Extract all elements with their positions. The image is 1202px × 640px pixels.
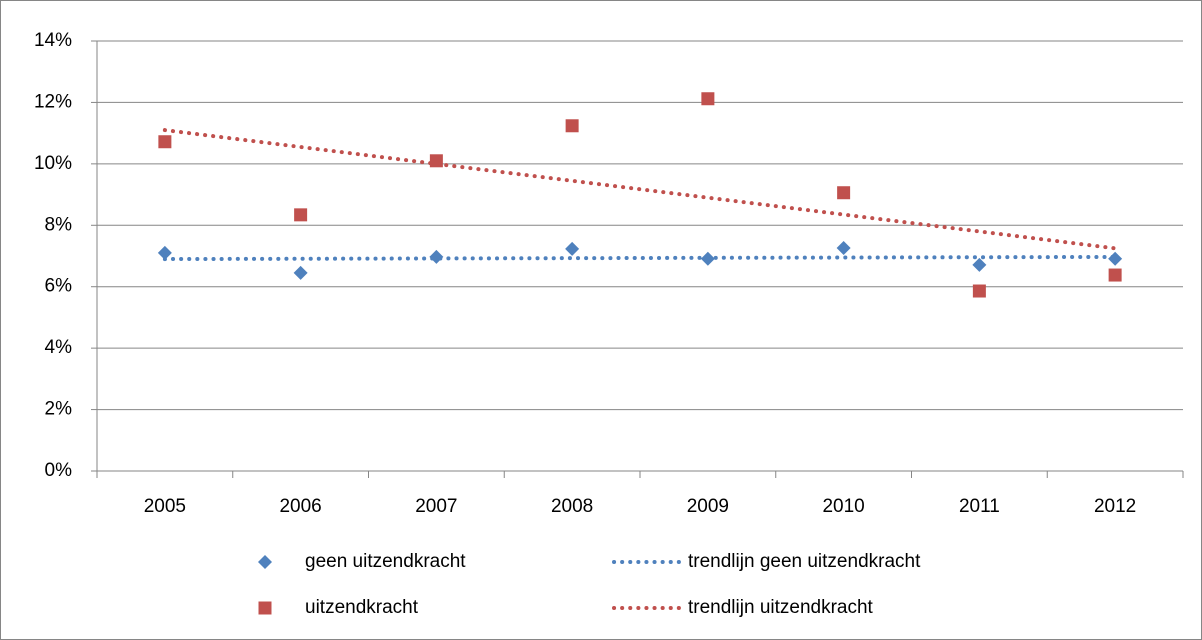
x-tick-label: 2007	[415, 496, 457, 517]
diamond-marker	[293, 265, 308, 280]
legend-label: trendlijn geen uitzendkracht	[688, 551, 921, 572]
x-tick-label: 2005	[144, 496, 186, 517]
x-tick-label: 2012	[1094, 496, 1136, 517]
legend-label: trendlijn uitzendkracht	[688, 597, 874, 618]
diamond-marker	[429, 249, 444, 264]
x-tick-label: 2010	[822, 496, 864, 517]
square-marker	[701, 92, 715, 106]
diamond-marker	[565, 241, 580, 256]
square-marker	[565, 119, 579, 133]
square-marker	[158, 135, 172, 149]
diamond-marker	[836, 241, 851, 256]
x-tick-label: 2006	[279, 496, 321, 517]
y-tick-label: 10%	[34, 153, 72, 174]
square-marker	[837, 186, 851, 200]
y-tick-label: 6%	[45, 276, 73, 297]
legend-marker	[258, 555, 272, 569]
diamond-marker	[157, 245, 172, 260]
diamond-marker	[1108, 251, 1123, 266]
y-tick-label: 8%	[45, 214, 73, 235]
diamond-marker	[972, 257, 987, 272]
square-marker	[1108, 268, 1122, 282]
y-tick-label: 14%	[34, 30, 72, 51]
square-marker	[972, 284, 986, 298]
y-tick-label: 4%	[45, 337, 73, 358]
square-marker	[429, 154, 443, 168]
trend-line	[162, 254, 1118, 262]
x-tick-label: 2008	[551, 496, 593, 517]
legend-label: uitzendkracht	[305, 597, 419, 618]
y-tick-label: 0%	[45, 460, 73, 481]
y-tick-label: 12%	[34, 91, 72, 112]
x-tick-label: 2009	[687, 496, 729, 517]
legend-label: geen uitzendkracht	[305, 551, 466, 572]
legend-marker	[258, 601, 272, 615]
diamond-marker	[700, 251, 715, 266]
square-marker	[294, 208, 308, 222]
trend-line	[162, 128, 1118, 251]
y-tick-label: 2%	[45, 399, 73, 420]
x-tick-label: 2011	[959, 496, 1000, 517]
